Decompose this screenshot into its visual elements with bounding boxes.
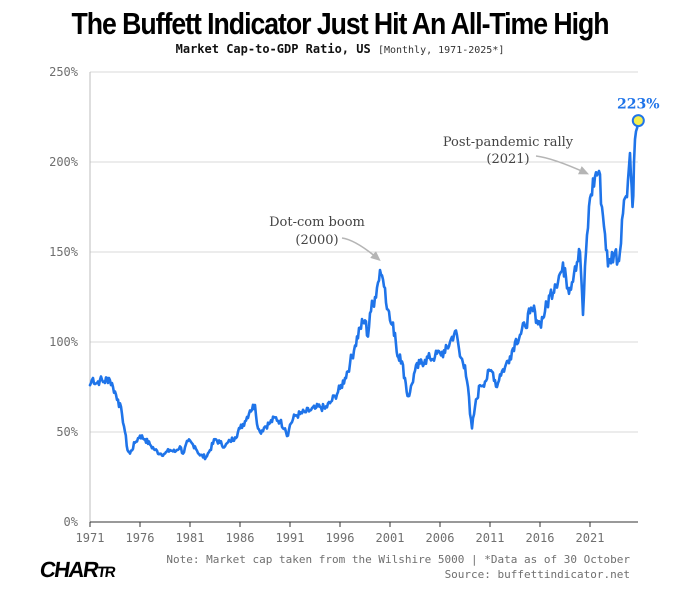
footer-source: Source: buffettindicator.net xyxy=(444,568,630,581)
footer-note: Note: Market cap taken from the Wilshire… xyxy=(166,553,630,566)
latest-value-label: 223% xyxy=(617,97,660,113)
subtitle-note: [Monthly, 1971-2025*] xyxy=(377,45,505,56)
x-tick-label: 2006 xyxy=(426,531,455,545)
y-tick-label: 150% xyxy=(49,245,79,259)
y-tick-label: 0% xyxy=(64,515,79,529)
series-line-market-cap-to-gdp xyxy=(88,119,640,461)
x-tick-label: 1986 xyxy=(226,531,255,545)
x-tick-label: 2021 xyxy=(576,531,605,545)
y-tick-label: 200% xyxy=(49,155,79,169)
latest-value-marker xyxy=(631,114,645,128)
annotation-pandemic-label: Post-pandemic rally xyxy=(443,135,574,150)
y-tick-label: 50% xyxy=(56,425,78,439)
x-tick-label: 2016 xyxy=(526,531,555,545)
logo-small: TR xyxy=(96,564,116,581)
annotation-pandemic-arrow xyxy=(535,155,590,175)
chart-subtitle: Market Cap-to-GDP Ratio, US [Monthly, 19… xyxy=(0,42,680,56)
annotation-dotcom-year: (2000) xyxy=(295,233,338,248)
x-tick-label: 1991 xyxy=(276,531,305,545)
x-tick-label: 1971 xyxy=(76,531,105,545)
x-tick-label: 2011 xyxy=(476,531,505,545)
annotation-dotcom-label: Dot-com boom xyxy=(269,215,365,230)
subtitle-main: Market Cap-to-GDP Ratio, US xyxy=(175,42,371,56)
chartr-logo: CHARTR xyxy=(38,557,116,583)
y-tick-label: 250% xyxy=(49,65,79,79)
logo-main: CHAR xyxy=(38,557,100,582)
chart-title: The Buffett Indicator Just Hit An All-Ti… xyxy=(71,6,609,41)
annotation-dotcom-arrow xyxy=(341,237,381,262)
x-tick-label: 1996 xyxy=(326,531,355,545)
annotation-pandemic-year: (2021) xyxy=(486,152,529,167)
x-tick-label: 1976 xyxy=(126,531,155,545)
x-tick-label: 2001 xyxy=(376,531,405,545)
y-tick-label: 100% xyxy=(49,335,79,349)
x-tick-label: 1981 xyxy=(176,531,205,545)
